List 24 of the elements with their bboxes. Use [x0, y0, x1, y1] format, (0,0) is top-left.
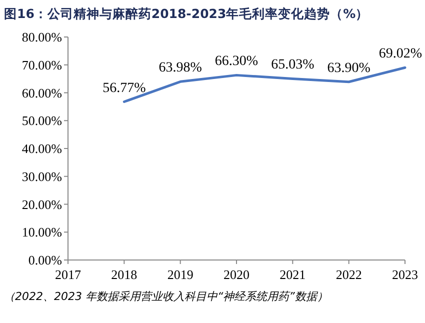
x-tick-label: 2023 [392, 267, 418, 282]
chart-title: 图16：公司精神与麻醉药2018-2023年毛利率变化趋势（%） [4, 6, 369, 21]
data-label: 69.02% [378, 46, 422, 62]
y-tick-label: 80.00% [22, 30, 62, 44]
x-tick-label: 2022 [336, 267, 362, 282]
data-label: 56.77% [102, 80, 146, 96]
data-label: 65.03% [271, 58, 315, 73]
data-label: 63.90% [327, 60, 371, 76]
y-tick-label: 30.00% [22, 168, 62, 184]
x-tick-label: 2020 [224, 267, 250, 282]
y-tick-label: 40.00% [22, 141, 62, 156]
x-tick-label: 2019 [167, 267, 194, 282]
y-tick-label: 10.00% [22, 224, 62, 240]
x-tick-label: 2017 [55, 267, 82, 282]
y-tick-label: 0.00% [28, 252, 62, 268]
y-tick-label: 50.00% [22, 113, 62, 128]
x-tick-label: 2018 [111, 267, 138, 282]
data-label: 63.98% [158, 60, 202, 76]
y-tick-label: 70.00% [22, 57, 62, 72]
text: （2022、2023 年数据采用营业收入科目中“神经系统用药”数据） [4, 290, 328, 303]
x-tick-label: 2021 [280, 267, 306, 282]
data-label: 66.30% [214, 54, 258, 70]
y-tick-label: 20.00% [22, 196, 62, 212]
y-tick-label: 60.00% [22, 85, 62, 100]
